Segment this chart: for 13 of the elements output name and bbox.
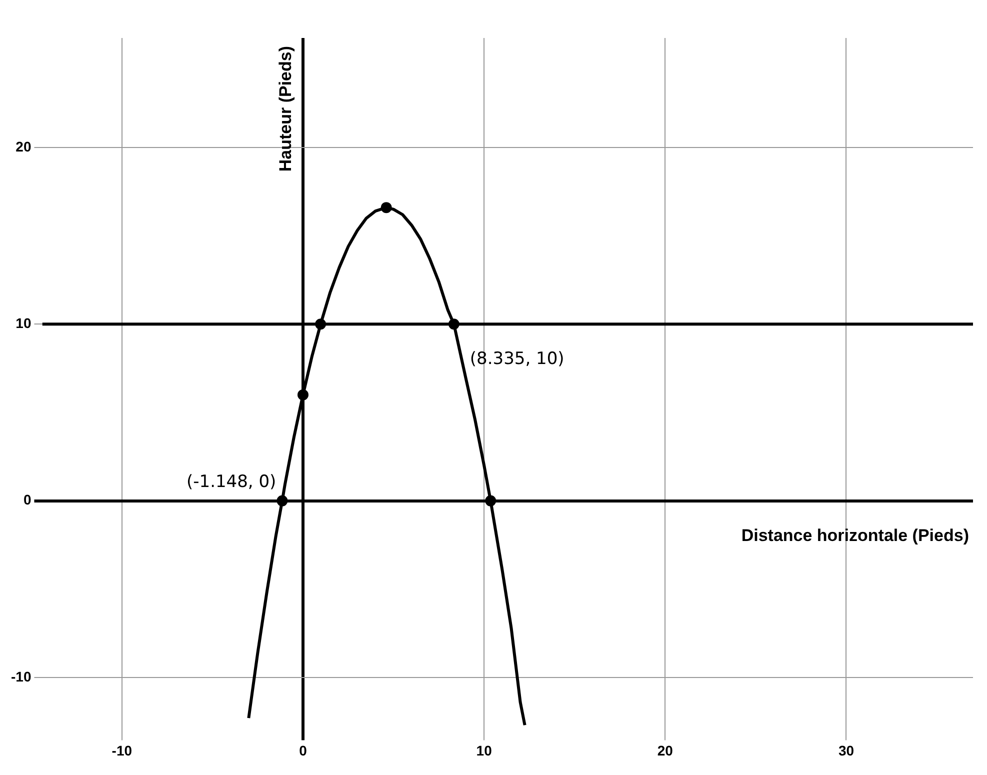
x-tick-label: 0 — [299, 742, 308, 758]
y-tick-label: 10 — [16, 315, 32, 332]
x-tick-label: 20 — [657, 742, 674, 758]
x-tick-label: 10 — [476, 742, 492, 758]
y-tick-label: -10 — [11, 668, 32, 684]
annotation: (-1.148, 0) — [186, 472, 276, 492]
y-tick-label: 20 — [16, 138, 32, 154]
x-tick-label: 30 — [838, 742, 854, 758]
x-axis-title: Distance horizontale (Pieds) — [741, 526, 969, 545]
annotation: (8.335, 10) — [470, 349, 564, 370]
x-tick-label: -10 — [112, 742, 132, 758]
y-tick-label: 0 — [23, 492, 32, 508]
y-axis-title: Hauteur (Pieds) — [276, 46, 295, 172]
